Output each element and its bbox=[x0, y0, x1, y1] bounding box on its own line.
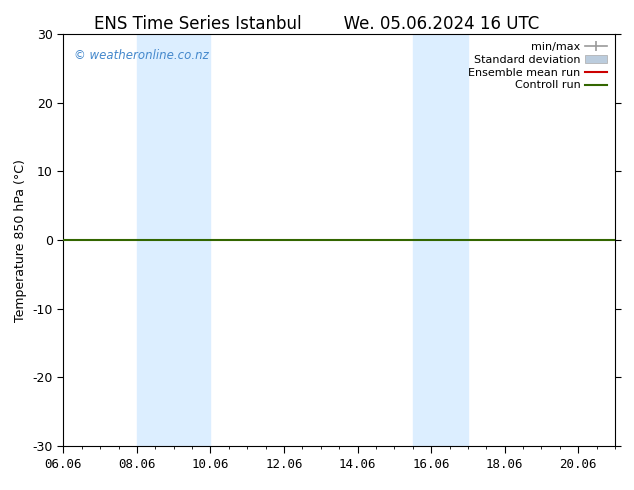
Y-axis label: Temperature 850 hPa (°C): Temperature 850 hPa (°C) bbox=[14, 159, 27, 321]
Bar bbox=[413, 34, 468, 446]
Legend: min/max, Standard deviation, Ensemble mean run, Controll run: min/max, Standard deviation, Ensemble me… bbox=[466, 40, 609, 93]
Text: © weatheronline.co.nz: © weatheronline.co.nz bbox=[74, 49, 209, 62]
Text: ENS Time Series Istanbul        We. 05.06.2024 16 UTC: ENS Time Series Istanbul We. 05.06.2024 … bbox=[94, 15, 540, 33]
Bar bbox=[137, 34, 210, 446]
